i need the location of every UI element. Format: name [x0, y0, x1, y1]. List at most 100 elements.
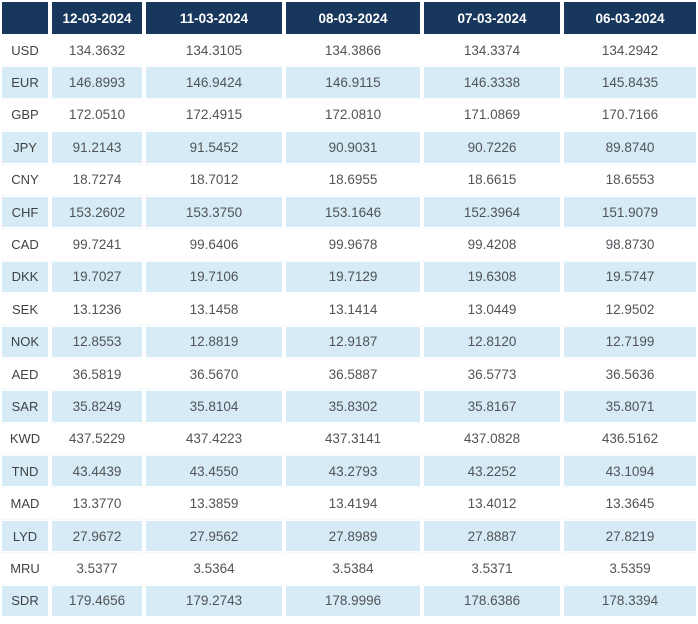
- rate-value-cell: 437.0828: [420, 422, 560, 456]
- currency-code: AED: [2, 357, 48, 391]
- rate-value-cell: 19.5747: [560, 260, 696, 294]
- currency-code: SDR: [2, 584, 48, 618]
- rate-value-cell: 27.8219: [560, 519, 696, 553]
- rate-row-nok: NOK 12.8553 12.8819 12.9187 12.8120 12.7199: [2, 325, 696, 358]
- rate-value-cell: 36.5773: [420, 357, 560, 391]
- rate-value-cell: 27.8989: [282, 519, 420, 553]
- rate-value-cell: 172.4915: [142, 98, 282, 132]
- rate-value-cell: 178.6386: [420, 584, 560, 618]
- rate-value-cell: 171.0869: [420, 98, 560, 132]
- rate-value-cell: 178.3394: [560, 584, 696, 618]
- rate-value-cell: 13.3770: [48, 487, 142, 520]
- rate-value-cell: 13.3645: [560, 487, 696, 520]
- rate-value-cell: 27.8887: [420, 519, 560, 553]
- rate-value-cell: 27.9562: [142, 519, 282, 553]
- rate-value-cell: 99.4208: [420, 228, 560, 261]
- rate-row-dkk: DKK 19.7027 19.7106 19.7129 19.6308 19.5747: [2, 260, 696, 294]
- rate-value-cell: 437.4223: [142, 422, 282, 456]
- rate-value-cell: 134.3866: [282, 34, 420, 67]
- rate-row-usd: USD 134.3632 134.3105 134.3866 134.3374 134.2…: [2, 34, 696, 67]
- rate-value-cell: 19.7129: [282, 260, 420, 294]
- rate-value-cell: 18.6553: [560, 163, 696, 196]
- currency-code: TND: [2, 455, 48, 488]
- rate-value-cell: 172.0510: [48, 98, 142, 132]
- rate-value-cell: 89.8740: [560, 131, 696, 164]
- header-row: 12-03-2024 11-03-2024 08-03-2024 07-03-2024…: [2, 2, 696, 34]
- date-column-header: 12-03-2024: [48, 2, 142, 34]
- currency-code: CHF: [2, 195, 48, 229]
- currency-code: DKK: [2, 260, 48, 294]
- rate-value-cell: 12.8819: [142, 325, 282, 358]
- rate-value-cell: 13.0449: [420, 293, 560, 326]
- rate-value-cell: 179.4656: [48, 584, 142, 618]
- rate-value-cell: 98.8730: [560, 228, 696, 261]
- rate-value-cell: 13.1458: [142, 293, 282, 326]
- rate-value-cell: 36.5636: [560, 357, 696, 391]
- rate-value-cell: 178.9996: [282, 584, 420, 618]
- rate-value-cell: 172.0810: [282, 98, 420, 132]
- rate-value-cell: 134.2942: [560, 34, 696, 67]
- rate-value-cell: 36.5819: [48, 357, 142, 391]
- rate-value-cell: 145.8435: [560, 66, 696, 99]
- rate-value-cell: 134.3374: [420, 34, 560, 67]
- rate-value-cell: 437.3141: [282, 422, 420, 456]
- currency-code: NOK: [2, 325, 48, 358]
- date-column-header: 11-03-2024: [142, 2, 282, 34]
- currency-code: LYD: [2, 519, 48, 553]
- corner-header-cell: [2, 2, 48, 34]
- rate-value-cell: 19.6308: [420, 260, 560, 294]
- rate-value-cell: 18.6615: [420, 163, 560, 196]
- currency-code: SEK: [2, 293, 48, 326]
- rate-value-cell: 43.2252: [420, 455, 560, 488]
- rate-value-cell: 12.9187: [282, 325, 420, 358]
- rate-value-cell: 91.2143: [48, 131, 142, 164]
- currency-code: USD: [2, 34, 48, 67]
- rate-row-kwd: KWD 437.5229 437.4223 437.3141 437.0828 436.5…: [2, 422, 696, 456]
- rate-value-cell: 90.9031: [282, 131, 420, 164]
- rate-value-cell: 436.5162: [560, 422, 696, 456]
- rate-value-cell: 43.4439: [48, 455, 142, 488]
- rate-value-cell: 3.5377: [48, 552, 142, 585]
- rate-value-cell: 134.3632: [48, 34, 142, 67]
- rate-row-tnd: TND 43.4439 43.4550 43.2793 43.2252 43.1094: [2, 455, 696, 488]
- currency-code: GBP: [2, 98, 48, 132]
- rate-value-cell: 19.7106: [142, 260, 282, 294]
- rate-value-cell: 35.8071: [560, 390, 696, 423]
- rate-value-cell: 35.8104: [142, 390, 282, 423]
- currency-code: MAD: [2, 487, 48, 520]
- rate-value-cell: 13.1236: [48, 293, 142, 326]
- rate-value-cell: 153.1646: [282, 195, 420, 229]
- rate-value-cell: 99.6406: [142, 228, 282, 261]
- rate-row-sek: SEK 13.1236 13.1458 13.1414 13.0449 12.9502: [2, 293, 696, 326]
- rate-row-aed: AED 36.5819 36.5670 36.5887 36.5773 36.5636: [2, 357, 696, 391]
- rate-value-cell: 43.1094: [560, 455, 696, 488]
- rate-value-cell: 170.7166: [560, 98, 696, 132]
- rate-value-cell: 13.3859: [142, 487, 282, 520]
- rate-value-cell: 43.4550: [142, 455, 282, 488]
- rate-value-cell: 27.9672: [48, 519, 142, 553]
- rate-value-cell: 35.8302: [282, 390, 420, 423]
- rate-value-cell: 146.8993: [48, 66, 142, 99]
- currency-code: SAR: [2, 390, 48, 423]
- rate-value-cell: 91.5452: [142, 131, 282, 164]
- rate-value-cell: 18.7012: [142, 163, 282, 196]
- rate-value-cell: 99.9678: [282, 228, 420, 261]
- rate-row-mru: MRU 3.5377 3.5364 3.5384 3.5371 3.5359: [2, 552, 696, 585]
- rate-row-cad: CAD 99.7241 99.6406 99.9678 99.4208 98.8730: [2, 228, 696, 261]
- rate-value-cell: 146.9115: [282, 66, 420, 99]
- rate-row-gbp: GBP 172.0510 172.4915 172.0810 171.0869 170.7…: [2, 98, 696, 132]
- currency-code: EUR: [2, 66, 48, 99]
- table-header: 12-03-2024 11-03-2024 08-03-2024 07-03-2024…: [2, 2, 696, 34]
- rate-row-cny: CNY 18.7274 18.7012 18.6955 18.6615 18.6553: [2, 163, 696, 196]
- rate-value-cell: 18.7274: [48, 163, 142, 196]
- rate-value-cell: 3.5384: [282, 552, 420, 585]
- rate-value-cell: 35.8167: [420, 390, 560, 423]
- currency-code: CAD: [2, 228, 48, 261]
- rate-value-cell: 3.5371: [420, 552, 560, 585]
- rate-value-cell: 12.9502: [560, 293, 696, 326]
- rate-value-cell: 151.9079: [560, 195, 696, 229]
- date-column-header: 08-03-2024: [282, 2, 420, 34]
- rate-row-lyd: LYD 27.9672 27.9562 27.8989 27.8887 27.8219: [2, 519, 696, 553]
